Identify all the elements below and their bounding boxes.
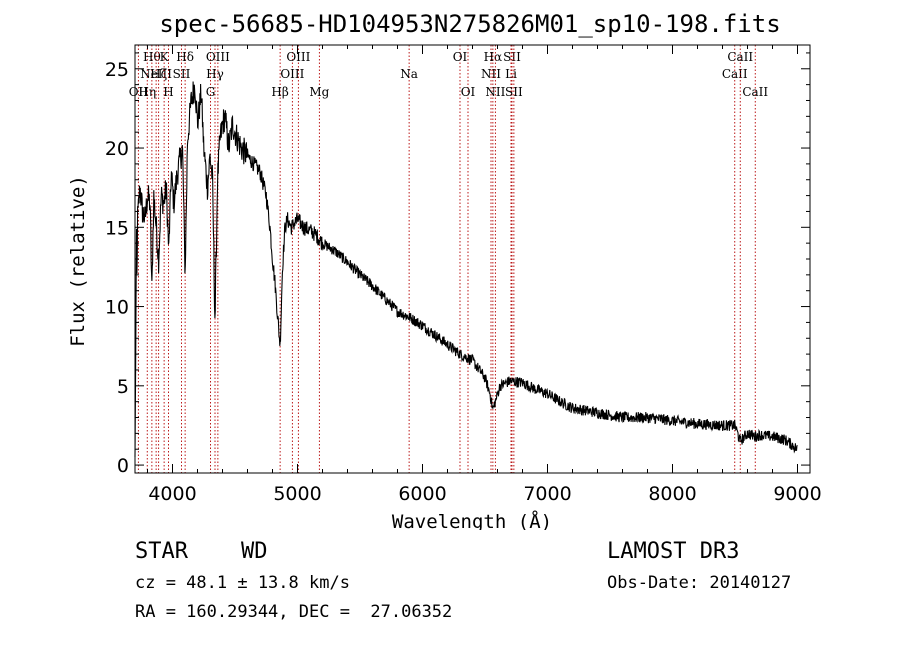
line-label-11: OIII	[206, 50, 230, 64]
object-class: STAR	[135, 539, 188, 564]
observation-date: Obs-Date: 20140127	[607, 573, 792, 593]
line-markers: OIIHηHθNeIIIHζKHSIIHδGHγOIIIHβOIIIOIIIMg…	[129, 45, 768, 473]
object-subclass: WD	[241, 539, 268, 564]
line-label-14: OIII	[286, 50, 310, 64]
line-label-10: Hγ	[206, 67, 224, 81]
line-label-25: CaII	[722, 67, 748, 81]
line-label-13: OIII	[280, 67, 304, 81]
y-tick-label-3: 15	[105, 217, 129, 239]
spectrum-line	[134, 81, 798, 458]
line-label-12: Hβ	[271, 85, 288, 99]
y-tick-label-2: 10	[105, 297, 129, 319]
chart-title: spec-56685-HD104953N275826M01_sp10-198.f…	[159, 10, 780, 38]
spectrum-chart: spec-56685-HD104953N275826M01_sp10-198.f…	[67, 10, 822, 530]
line-label-8: Hδ	[176, 50, 194, 64]
x-tick-label-5: 9000	[773, 483, 821, 505]
line-label-19: NII	[481, 67, 501, 81]
line-label-26: CaII	[727, 50, 753, 64]
line-label-27: CaII	[742, 85, 768, 99]
axis-ticks: 4000 5000 6000 7000 8000 9000 0 5 10 15 20 25	[105, 45, 822, 505]
line-label-22: Li	[505, 67, 517, 81]
line-label-18: OI	[461, 85, 476, 99]
y-tick-label-0: 0	[117, 455, 129, 477]
line-label-6: H	[163, 85, 173, 99]
survey-name: LAMOST DR3	[607, 539, 740, 564]
line-label-23: SII	[503, 50, 521, 64]
line-label-1: Hη	[138, 85, 156, 99]
line-label-7: SII	[173, 67, 191, 81]
plot-frame	[134, 44, 811, 474]
y-tick-label-5: 25	[105, 59, 129, 81]
spectrum-series	[134, 81, 798, 458]
x-tick-label-4: 8000	[648, 483, 696, 505]
line-label-0: OII	[129, 85, 149, 99]
line-label-16: Na	[400, 67, 418, 81]
coordinates: RA = 160.29344, DEC = 27.06352	[135, 602, 453, 622]
x-tick-label-3: 7000	[523, 483, 571, 505]
line-label-21: NII	[485, 85, 505, 99]
line-label-4: Hζ	[150, 67, 167, 81]
line-label-24: SII	[505, 85, 523, 99]
x-axis-label: Wavelength (Å)	[392, 510, 552, 530]
line-label-17: OI	[453, 50, 468, 64]
x-tick-label-0: 4000	[148, 483, 196, 505]
redshift-cz: cz = 48.1 ± 13.8 km/s	[135, 573, 350, 593]
line-label-15: Mg	[309, 85, 329, 99]
x-tick-label-1: 5000	[273, 483, 321, 505]
y-axis-label: Flux (relative)	[67, 175, 89, 347]
line-label-9: G	[206, 85, 216, 99]
y-tick-label-1: 5	[117, 376, 129, 398]
line-label-5: K	[160, 50, 170, 64]
line-label-2: Hθ	[143, 50, 161, 64]
x-tick-label-2: 6000	[398, 483, 446, 505]
line-label-20: Hα	[484, 50, 503, 64]
y-tick-label-4: 20	[105, 138, 129, 160]
